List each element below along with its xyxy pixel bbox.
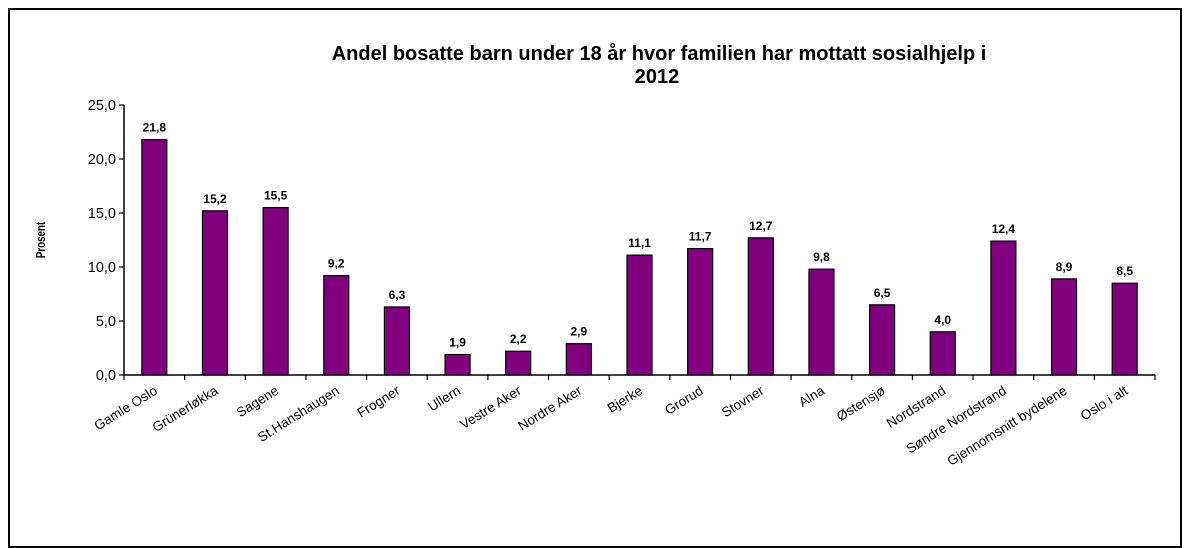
chart-title-line-2: 2012	[635, 66, 680, 88]
x-tick-label: Nordre Aker	[515, 383, 584, 434]
data-label: 15,2	[203, 192, 227, 206]
data-label: 2,9	[571, 325, 588, 339]
x-tick-label: Oslo i alt	[1078, 383, 1131, 424]
data-label: 1,9	[449, 335, 466, 349]
bar	[262, 207, 289, 376]
y-tick-label: 10,0	[88, 260, 116, 276]
bar	[868, 304, 896, 376]
x-tick-label: Gamle Oslo	[92, 383, 160, 433]
data-label: 2,2	[510, 332, 527, 346]
x-tick-label: Frogner	[354, 383, 402, 421]
y-tick-label: 15,0	[88, 206, 116, 222]
data-label: 15,5	[264, 189, 288, 203]
y-tick-label: 5,0	[96, 314, 116, 330]
y-tick-label: 25,0	[88, 98, 116, 114]
bar-chart: Andel bosatte barn under 18 år hvor fami…	[35, 42, 1156, 469]
data-label: 21,8	[143, 121, 167, 135]
data-label: 8,9	[1056, 260, 1073, 274]
bar	[1050, 278, 1078, 376]
data-label: 6,3	[389, 288, 406, 302]
data-label: 6,5	[874, 286, 891, 300]
bar	[323, 275, 350, 376]
bar	[505, 350, 532, 376]
bar	[141, 138, 168, 376]
data-label: 12,4	[992, 222, 1016, 236]
bar	[929, 331, 956, 376]
x-tick-label: Grorud	[662, 383, 706, 418]
x-tick-label: Sagene	[234, 383, 281, 420]
chart-title-line-1: Andel bosatte barn under 18 år hvor fami…	[332, 42, 987, 65]
y-tick-label: 20,0	[88, 152, 116, 168]
x-tick-label: Ullern	[425, 383, 463, 414]
plot-area: 0,0 5,0 10,0 15,0 20,0 25,0 21,8 Gamle Oslo 15,2…	[88, 98, 1156, 469]
x-tick-label: Alna	[796, 383, 827, 410]
x-tick-label: Grünerløkka	[150, 383, 221, 435]
data-label: 11,7	[689, 230, 712, 244]
y-axis-label: Prosent	[35, 222, 49, 258]
bar	[747, 237, 774, 376]
data-label: 9,8	[813, 250, 830, 264]
x-tick-label: Bjerke	[605, 383, 645, 416]
bar	[626, 254, 653, 376]
data-label: 4,0	[934, 313, 951, 327]
bar	[808, 268, 835, 376]
bar	[201, 210, 229, 376]
bar	[990, 240, 1017, 376]
x-tick-label: Stovner	[719, 383, 767, 421]
data-label: 12,7	[749, 219, 773, 233]
data-label: 8,5	[1116, 264, 1133, 278]
bar	[383, 306, 411, 376]
data-label: 9,2	[328, 257, 345, 271]
bar	[687, 248, 714, 376]
x-tick-label: Søndre Nordstrand	[904, 383, 1009, 457]
bar	[1111, 282, 1138, 376]
x-tick-label: Østensjø	[834, 383, 888, 424]
y-tick-label: 0,0	[96, 368, 116, 384]
x-tick-label: Vestre Aker	[457, 383, 524, 433]
data-label: 11,1	[628, 236, 651, 250]
bar	[565, 343, 592, 376]
bar	[444, 353, 471, 376]
